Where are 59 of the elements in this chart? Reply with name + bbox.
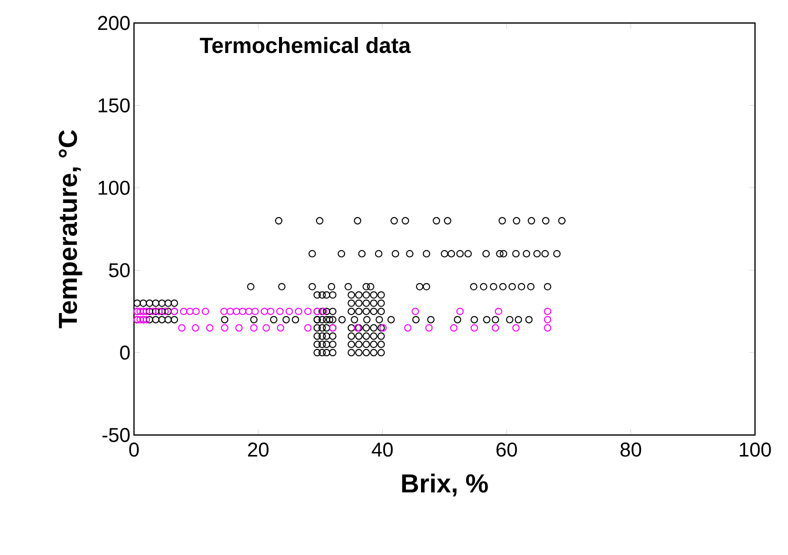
point: [192, 324, 200, 332]
point: [425, 324, 433, 332]
point: [456, 308, 464, 316]
point: [286, 308, 293, 316]
point: [232, 308, 240, 316]
point: [450, 324, 458, 332]
point: [220, 308, 228, 316]
point: [202, 308, 210, 316]
point: [136, 316, 144, 324]
point: [544, 324, 552, 332]
point: [178, 324, 186, 332]
point: [304, 324, 312, 332]
text: Termochemical data: [200, 37, 411, 54]
point: [238, 308, 246, 316]
y-tick-label: 200: [98, 16, 130, 30]
point: [262, 324, 270, 332]
y-tick-label: 100: [98, 180, 130, 195]
x-tick-label: 60: [496, 442, 517, 457]
y-tick-label: 150: [98, 98, 130, 112]
point: [180, 308, 188, 316]
point: [304, 308, 312, 316]
point: [512, 324, 520, 332]
point: [412, 308, 420, 316]
point: [276, 308, 284, 316]
x-axis-title: Brix, %: [402, 474, 488, 496]
point: [260, 308, 268, 316]
x-tick-label: 40: [372, 442, 393, 457]
y-tick-label: 50: [109, 263, 130, 278]
point: [494, 308, 502, 316]
point: [544, 316, 552, 324]
point: [206, 324, 214, 332]
point: [161, 308, 169, 316]
x-tick-label: 0: [129, 442, 139, 457]
point: [226, 308, 234, 316]
point: [544, 308, 552, 316]
point: [294, 308, 302, 316]
point: [245, 308, 253, 316]
point: [148, 308, 156, 316]
point: [250, 324, 258, 332]
x-tick-label: 80: [620, 442, 642, 457]
y-axis-title: Temperature, °C: [58, 130, 82, 328]
point: [492, 324, 500, 332]
point: [186, 308, 194, 316]
point: [142, 316, 150, 324]
point: [404, 324, 412, 332]
point: [220, 324, 228, 332]
point: [192, 308, 200, 316]
point: [470, 324, 478, 332]
y-tick-label: 0: [120, 346, 130, 360]
y-tick-label: -50: [102, 428, 130, 442]
point: [251, 308, 259, 316]
point: [276, 324, 284, 332]
x-tick-label: 100: [740, 442, 771, 457]
point: [136, 308, 144, 316]
point: [266, 308, 274, 316]
point: [235, 324, 243, 332]
point: [155, 308, 163, 316]
point: [142, 308, 150, 316]
x-tick-label: 20: [248, 442, 269, 457]
